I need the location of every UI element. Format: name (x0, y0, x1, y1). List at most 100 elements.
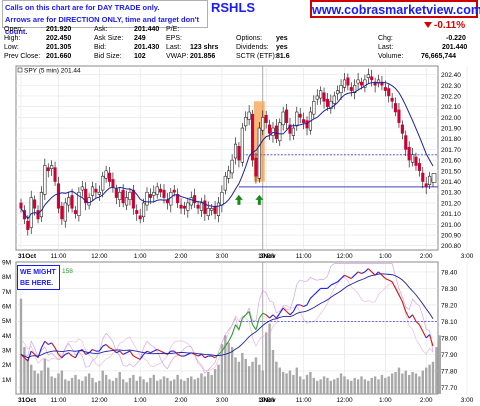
price-x-tick-label: 11:00 (51, 253, 67, 260)
price-x-tick-label: 10:00 (258, 253, 275, 260)
lower-x-tick-label: 10:00 (258, 397, 275, 404)
series-segment (24, 357, 29, 362)
volume-bar (159, 379, 162, 394)
candle-body (319, 90, 323, 99)
volume-bar (53, 377, 57, 394)
series-segment (136, 357, 141, 360)
series-segment (27, 350, 32, 362)
candle-body (376, 79, 381, 84)
volume-bar (411, 372, 414, 394)
series-segment (265, 314, 270, 319)
series-segment (177, 353, 182, 357)
volume-bar (210, 374, 213, 394)
candle-body (125, 197, 129, 206)
candle-body (359, 81, 364, 86)
series-segment (395, 288, 400, 296)
series-segment (306, 298, 311, 306)
volume-bar (380, 374, 384, 394)
candle-body (56, 183, 61, 209)
series-segment (214, 354, 219, 359)
last-value: 123 shrs (190, 44, 219, 51)
price-plot-frame (15, 65, 439, 251)
volume-bar (278, 367, 281, 394)
volume-bar (418, 376, 421, 394)
callout-box: Calls on this chart are for DAY TRADE on… (2, 0, 208, 36)
lower-right-tick-label: 78.40 (441, 269, 458, 276)
volume-tick-label: 3M (2, 348, 11, 355)
volume-bar (302, 379, 305, 394)
volume-bar (339, 373, 343, 394)
volume-bar (142, 379, 145, 394)
series-segment (241, 314, 247, 319)
candle-body (213, 205, 217, 214)
volume-panel: 77.70 77.80 77.90 78.00 78.10 78.20 78.30 78.40… (2, 260, 474, 405)
candle-body (104, 170, 108, 179)
volume-label: Volume: (378, 53, 404, 60)
candle-body (138, 215, 142, 220)
site-banner[interactable]: www.cobrasmarketview.com (310, 0, 480, 18)
candle-body (302, 119, 306, 123)
volume-bar (108, 379, 111, 394)
candle-body (67, 197, 71, 206)
candle-body (400, 124, 404, 134)
series-segment (160, 350, 165, 354)
candle-body (186, 202, 190, 211)
lower-x-tick-label: 12:00 (91, 397, 108, 404)
series-segment (30, 350, 36, 355)
candle-body (196, 204, 200, 209)
volume-bar (190, 376, 193, 394)
candle-body (390, 97, 394, 102)
volume-bar (336, 377, 339, 394)
volume-bar (407, 374, 411, 394)
series-segment (61, 354, 66, 359)
candle-body (271, 127, 275, 136)
series-segment (327, 284, 332, 289)
candle-body (189, 197, 193, 206)
candle-body (404, 135, 408, 150)
volume-bar (152, 374, 155, 394)
volume-bar (213, 369, 217, 394)
candle-body (295, 111, 299, 127)
series-segment (98, 345, 104, 352)
candle-body (288, 124, 292, 134)
candle-body (417, 163, 421, 172)
volume-bar (292, 374, 295, 394)
volume-bar (183, 380, 186, 394)
series-segment (279, 307, 284, 314)
series-segment (313, 291, 318, 296)
volume-bar (33, 370, 36, 394)
series-segment (248, 311, 254, 325)
candle-body (53, 167, 57, 182)
volume-bar (19, 298, 23, 394)
candle-body (159, 188, 163, 193)
volume-bar (295, 367, 299, 394)
candle-body (233, 143, 238, 159)
volume-bar (40, 370, 43, 394)
candle-body (172, 189, 176, 193)
prev-close-label: Prev Close: (4, 53, 41, 60)
volume-bar (220, 344, 224, 394)
candle-body (264, 114, 268, 123)
volume-bar (353, 377, 356, 394)
series-segment (133, 355, 138, 359)
lower-right-tick-label: 78.00 (441, 335, 458, 342)
vwap-value: 201.856 (190, 53, 216, 60)
series-segment (354, 271, 359, 276)
candle-body (118, 191, 122, 200)
price-panel: 200.80 200.90 201.00 201.10 201.20 201.30 201.… (15, 65, 474, 260)
series-segment (224, 340, 230, 347)
volume-tick-label: 7M (2, 289, 11, 296)
candle-body (145, 191, 149, 206)
price-x-tick-label: 2:00 (175, 253, 188, 260)
volume-bar (261, 370, 264, 394)
candle-body (179, 204, 183, 209)
watermark-line-2: BE HERE. (20, 280, 54, 287)
price-x-tick-label: 3:00 (461, 253, 474, 260)
price-tick-label: 201.10 (441, 211, 461, 218)
candle-body (421, 172, 425, 182)
volume-tick-label: 9M (2, 260, 11, 267)
series-segment (347, 276, 352, 279)
lower-right-tick-label: 77.80 (441, 368, 458, 375)
candle-body (101, 175, 105, 191)
